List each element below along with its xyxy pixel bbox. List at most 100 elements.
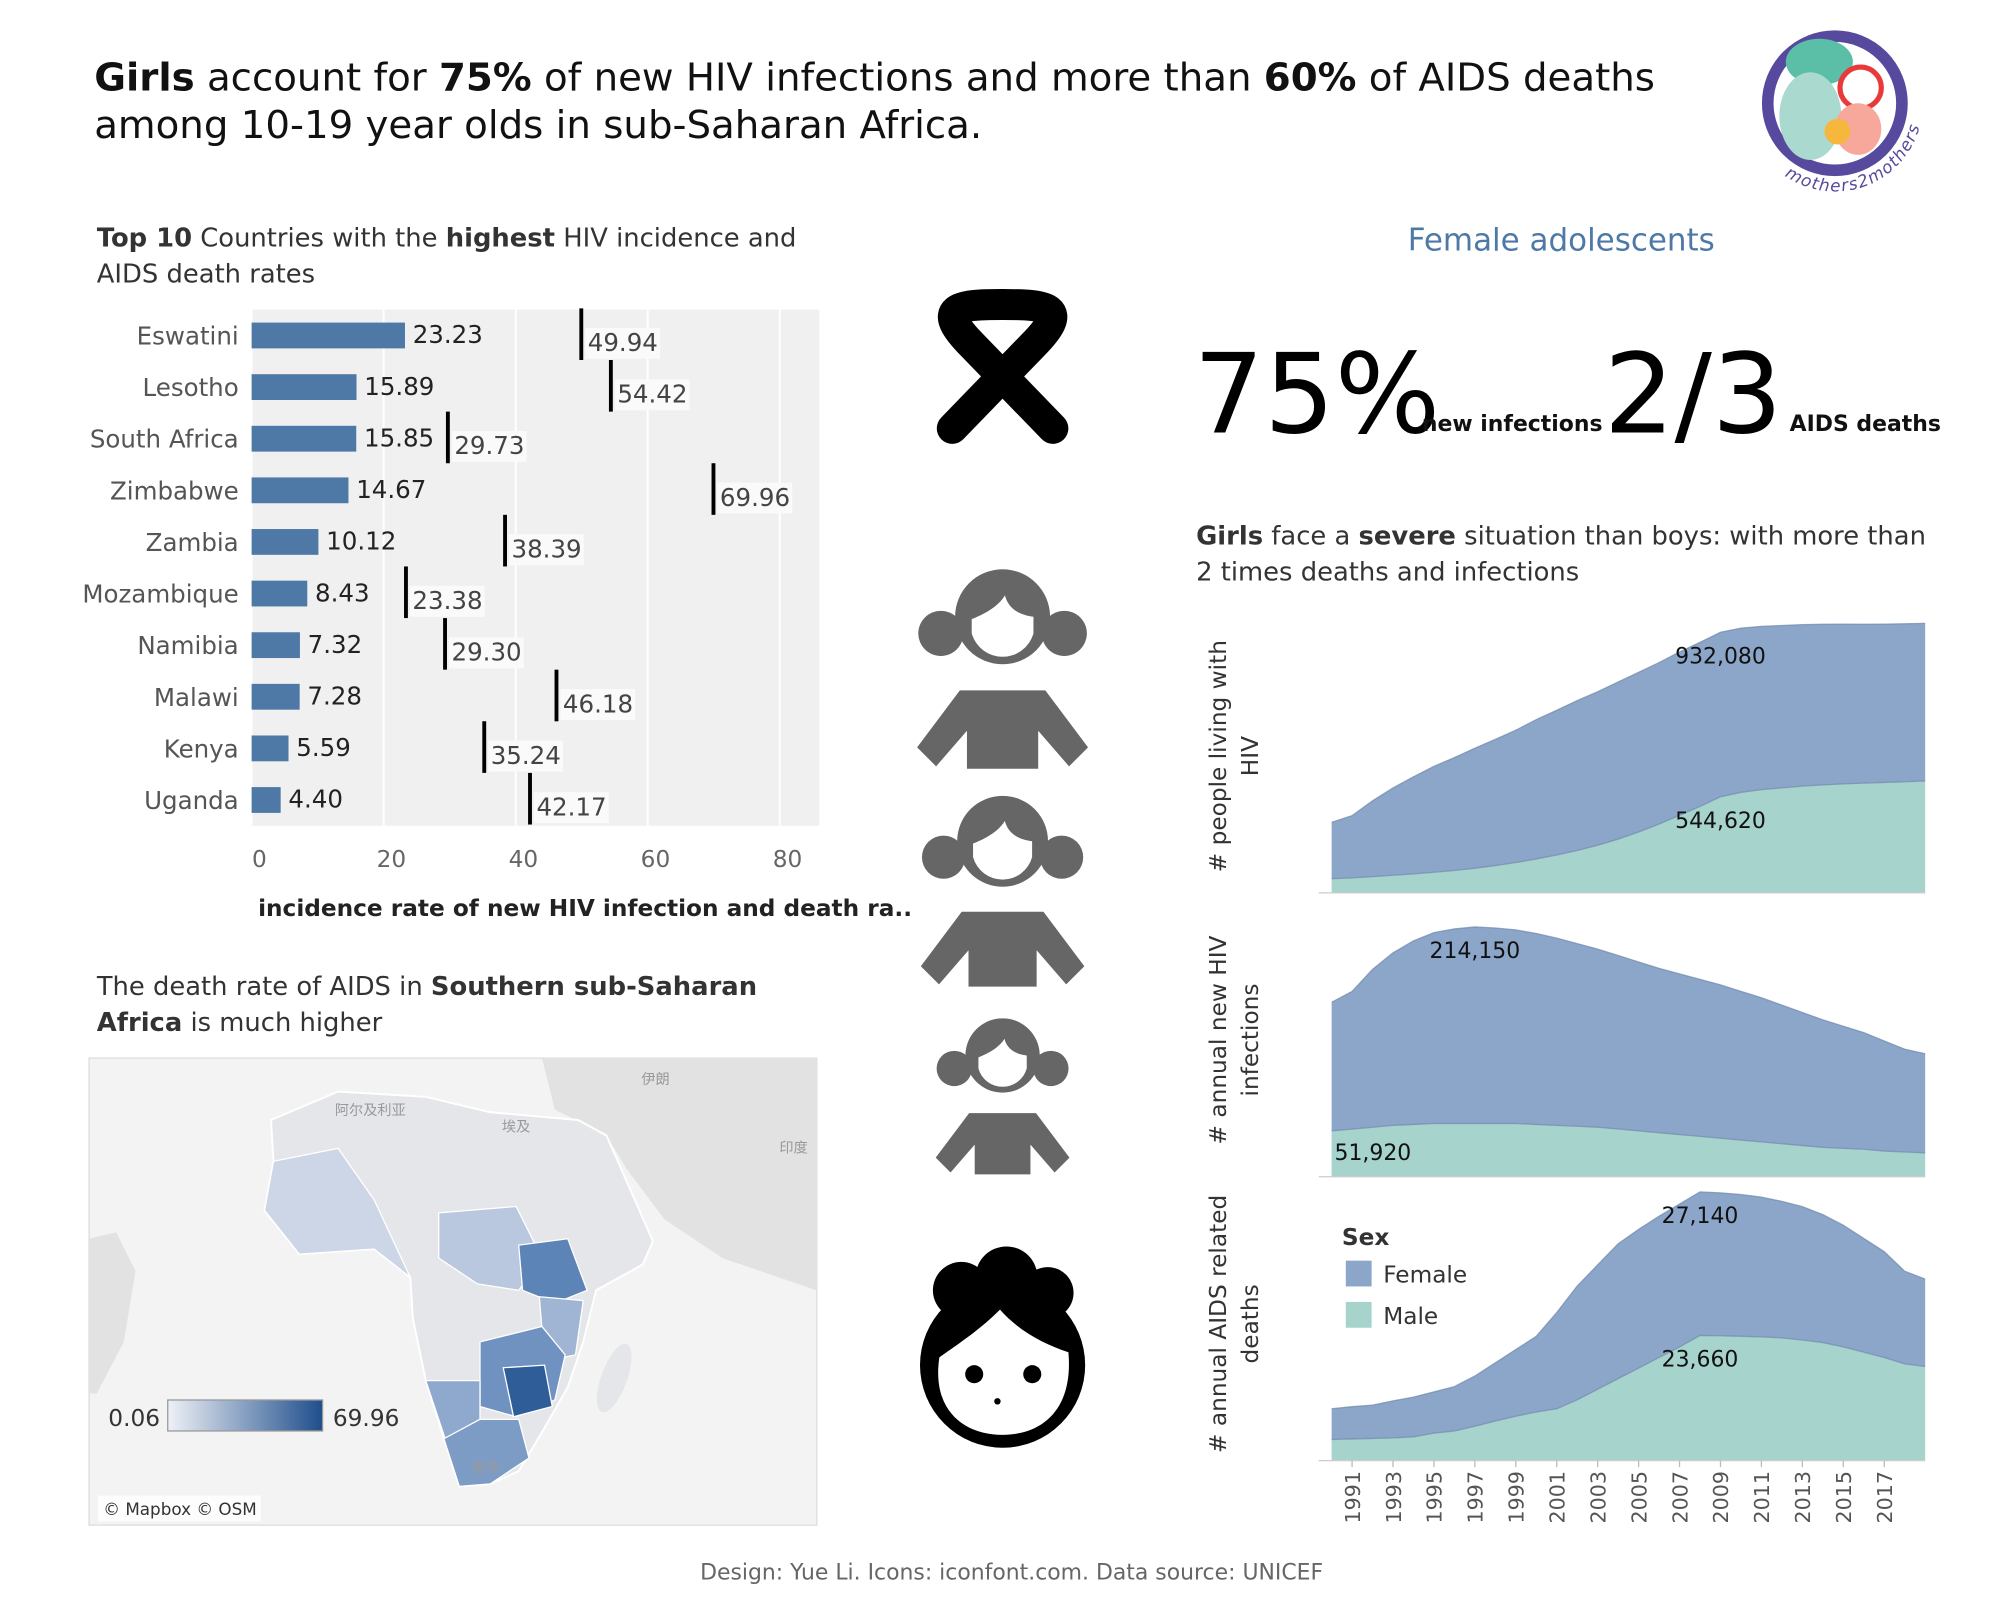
area-edge	[1331, 1191, 1926, 1410]
main-title-part: account for	[194, 55, 439, 101]
area	[1331, 1123, 1926, 1177]
bar	[251, 787, 281, 813]
y-tick-label: Mozambique	[82, 580, 238, 609]
legend-swatch	[1345, 1260, 1372, 1287]
bar-value-label: 15.89	[364, 372, 434, 401]
x-tick-label: 2017	[1873, 1471, 1897, 1524]
girl-icon	[917, 569, 1089, 769]
x-tick-label: 1995	[1423, 1471, 1447, 1524]
y-axis-label-group: # people living with HIV	[1205, 640, 1265, 873]
y-axis-label: # people living with HIV	[1205, 640, 1265, 873]
x-tick-label: 20	[377, 846, 407, 873]
stat-label: AIDS deaths	[1790, 412, 1941, 437]
x-tick-label: 2011	[1750, 1471, 1774, 1524]
area-section-title-part: severe	[1358, 520, 1456, 551]
y-axis-label-box: # people living with HIV	[1205, 640, 1265, 873]
boy-icon	[920, 1246, 1086, 1448]
y-tick-label: Kenya	[164, 734, 239, 763]
y-tick-label: Malawi	[154, 683, 239, 712]
bar-value-label: 10.12	[326, 527, 396, 556]
bar-value-label: 23.23	[413, 320, 483, 349]
y-axis-label-group: # annual new HIV infections	[1205, 935, 1265, 1145]
y-axis-label: # annual new HIV infections	[1205, 935, 1265, 1145]
bar-value-label: 5.59	[296, 733, 351, 762]
stats-heading: Female adolescents	[1408, 222, 1715, 258]
y-axis-label: # annual AIDS related deaths	[1205, 1194, 1265, 1453]
bar	[251, 322, 405, 349]
map-title-part: is much higher	[182, 1006, 383, 1038]
x-tick-label: 2013	[1791, 1471, 1815, 1524]
legend-label: Female	[1383, 1262, 1467, 1289]
x-tick-label: 1997	[1464, 1471, 1488, 1524]
x-tick-label: 2003	[1586, 1471, 1610, 1524]
area-edge	[1331, 1334, 1926, 1441]
legend-title: Sex	[1342, 1224, 1389, 1251]
map	[88, 1057, 818, 1526]
tick-label-background	[585, 327, 661, 359]
tick-label-background	[409, 585, 485, 617]
footer: Design: Yue Li. Icons: iconfont.com. Dat…	[700, 1560, 1323, 1585]
stat-value: 75%	[1194, 330, 1441, 459]
y-tick-label: Zimbabwe	[110, 476, 239, 505]
area-value-label: 544,620	[1675, 809, 1766, 834]
bar	[251, 374, 357, 400]
tick-label-background	[508, 534, 584, 566]
place-label: 伊朗	[641, 1072, 669, 1088]
tick-value-label: 54.42	[617, 380, 687, 409]
bar-title-part: HIV incidence and AIDS death rates	[96, 221, 805, 290]
area	[1331, 926, 1926, 1153]
tick-value-label: 38.39	[512, 534, 582, 563]
land	[89, 1232, 136, 1394]
legend-label: Male	[1383, 1303, 1438, 1330]
place-label: 阿尔及利亚	[335, 1103, 406, 1119]
region	[443, 1418, 530, 1488]
y-tick-label: Namibia	[137, 631, 238, 660]
bar-title-part: highest	[445, 221, 555, 253]
tick-label-background	[560, 689, 636, 720]
area-edge	[1331, 926, 1926, 1055]
area-edge	[1331, 622, 1926, 823]
main-title-part: of AIDS deaths among 10-19 year olds in …	[94, 55, 1668, 149]
area	[1331, 1191, 1926, 1440]
legend-swatch	[1345, 1301, 1372, 1328]
y-axis-label-box: # annual AIDS related deaths	[1205, 1194, 1265, 1453]
y-tick-label: Uganda	[144, 786, 239, 815]
tick-value-label: 29.30	[451, 638, 521, 667]
place-label: 印度	[779, 1140, 807, 1156]
girl-icon	[935, 1018, 1070, 1175]
place-label: 埃及	[502, 1120, 530, 1136]
y-tick-label: Lesotho	[143, 373, 239, 402]
map-title-part: The death rate of AIDS in	[96, 970, 431, 1002]
bar	[251, 683, 300, 710]
stat-value: 2/3	[1604, 330, 1783, 459]
tick-label-background	[488, 740, 563, 772]
bar-title-part: Top 10	[96, 221, 193, 253]
map-title-box: The death rate of AIDS in Southern sub-S…	[97, 968, 832, 1040]
tick-value-label: 23.38	[412, 586, 482, 615]
main-title: Girls account for 75% of new HIV infecti…	[94, 54, 1752, 149]
x-tick-label: 2001	[1545, 1471, 1569, 1524]
bar	[251, 580, 308, 607]
tick-value-label: 42.17	[536, 792, 606, 821]
ribbon-icon	[936, 289, 1069, 444]
bar-title-box: Top 10 Countries with the highest HIV in…	[97, 219, 832, 291]
y-axis-label-group: # annual AIDS related deaths	[1205, 1194, 1265, 1453]
tick-label-background	[717, 482, 793, 514]
bar	[251, 735, 289, 762]
land	[541, 1058, 817, 1291]
main-title-part: Girls	[94, 55, 195, 101]
map-title-part: Southern sub-Saharan Africa	[96, 970, 767, 1038]
map-title: The death rate of AIDS in Southern sub-S…	[97, 968, 832, 1040]
bar-title: Top 10 Countries with the highest HIV in…	[97, 219, 832, 291]
bar-value-label: 4.40	[288, 785, 343, 814]
x-tick-label: 40	[509, 846, 539, 873]
bar	[251, 477, 349, 504]
y-tick-label: Zambia	[146, 528, 239, 557]
x-tick-label: 2015	[1832, 1471, 1856, 1524]
bar-value-label: 7.32	[308, 630, 363, 659]
stat-label: new infections	[1422, 412, 1603, 437]
bar-value-label: 8.43	[315, 578, 370, 607]
tick-label-background	[451, 430, 527, 462]
tick-value-label: 35.24	[491, 741, 561, 770]
